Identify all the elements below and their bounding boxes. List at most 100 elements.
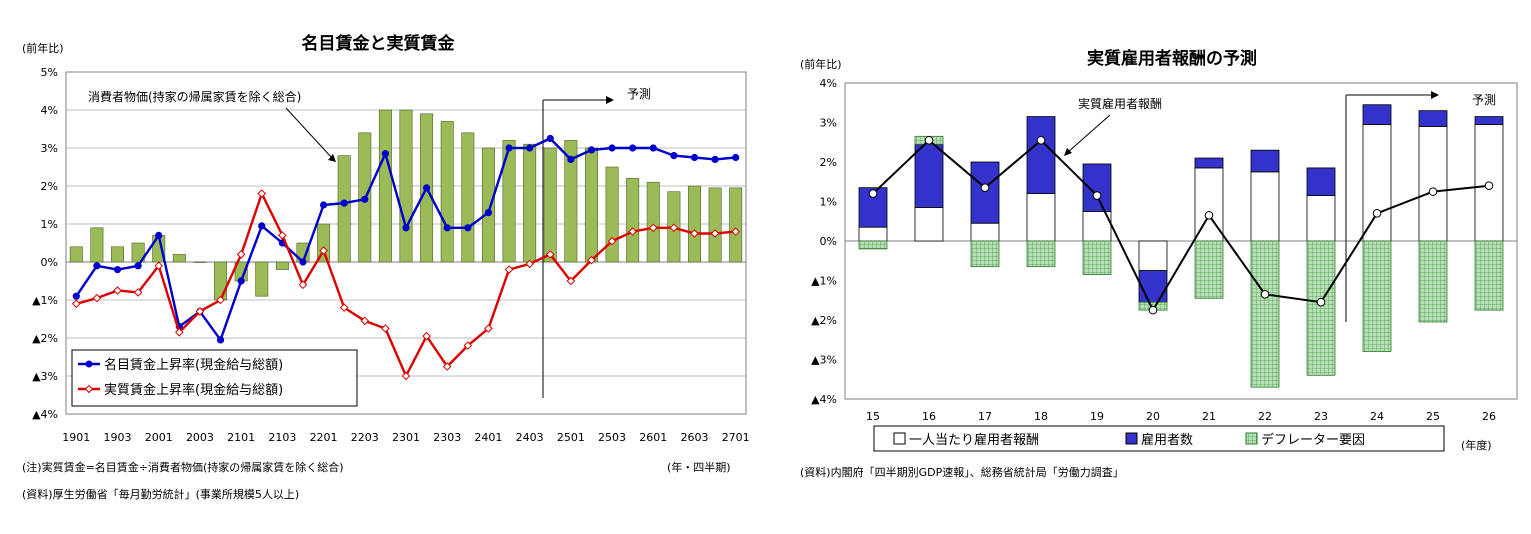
left-cpi-pointer bbox=[285, 107, 333, 159]
left-source: (資料)厚生労働省「毎月勤労統計」(事業所規模5人以上) bbox=[22, 487, 299, 501]
real-wage-point bbox=[319, 246, 328, 255]
right-y-tick-label: 2% bbox=[820, 156, 837, 169]
per-capita-bar bbox=[858, 226, 888, 242]
real-wage-point bbox=[71, 299, 81, 309]
right-legend-box bbox=[873, 425, 1445, 452]
cpi-bar bbox=[69, 246, 83, 263]
nominal-wage-point bbox=[711, 155, 719, 163]
right-y-tick-label: ▲3% bbox=[811, 354, 837, 367]
employees-bar bbox=[970, 161, 1000, 224]
left-x-tick-labels: 1901 1903 2001 2003 2101 2103 2201 2203 2301 2303… bbox=[62, 431, 749, 444]
legend-nominal-marker bbox=[85, 360, 93, 368]
real-compensation-point bbox=[924, 135, 934, 145]
right-line-pointer bbox=[1067, 114, 1111, 153]
nominal-wage-point bbox=[690, 153, 699, 162]
real-wage-point bbox=[484, 324, 493, 333]
nominal-wage-point bbox=[402, 224, 410, 232]
real-compensation-point bbox=[1316, 297, 1326, 307]
right-line-pointer-head bbox=[1064, 148, 1072, 156]
right-y-tick-label: ▲4% bbox=[811, 393, 837, 406]
right-x-tick-label: 15 bbox=[866, 410, 880, 423]
cpi-bar bbox=[502, 140, 516, 263]
left-x-unit: (年・四半期) bbox=[667, 460, 731, 474]
right-y-tick-label: ▲1% bbox=[811, 275, 837, 288]
real-compensation-point bbox=[1260, 290, 1270, 299]
left-y-tick-label: ▲1% bbox=[32, 294, 58, 307]
deflator-bar bbox=[1362, 240, 1392, 352]
nominal-wage-point bbox=[423, 184, 431, 192]
right-real-compensation-line bbox=[868, 135, 1494, 315]
nominal-wage-point bbox=[670, 152, 678, 160]
left-y-tick-labels: 5% 4% 3% 2% 1% 0% ▲1% ▲2% ▲3% ▲4% bbox=[32, 66, 58, 421]
real-wage-point bbox=[298, 280, 308, 290]
left-x-tick-label: 2501 bbox=[557, 431, 585, 444]
cpi-bar bbox=[255, 261, 269, 297]
right-legend: 一人当たり雇用者報酬 雇用者数 デフレーター要因 bbox=[873, 425, 1445, 452]
left-x-tick-label: 2201 bbox=[310, 431, 338, 444]
left-forecast-label: 予測 bbox=[627, 87, 651, 101]
cpi-bar bbox=[605, 166, 619, 263]
right-x-tick-label: 20 bbox=[1146, 410, 1160, 423]
real-wage-point bbox=[236, 250, 246, 259]
right-x-unit: (年度) bbox=[1461, 438, 1492, 452]
right-source: (資料)内閣府「四半期別GDP速報」、総務省統計局「労働力調査」 bbox=[800, 465, 1124, 479]
left-cpi-pointer-head bbox=[328, 154, 336, 162]
per-capita-bar bbox=[914, 207, 944, 242]
left-cpi-annotation: 消費者物価(持家の帰属家賃を除く総合) bbox=[88, 89, 301, 104]
legend-deflator-label: デフレーター要因 bbox=[1261, 432, 1365, 448]
left-note: (注)実質賃金=名目賃金÷消費者物価(持家の帰属家賃を除く総合) bbox=[22, 460, 344, 474]
nominal-wage-point bbox=[93, 262, 101, 270]
nominal-wage-point bbox=[134, 262, 142, 270]
cpi-bar bbox=[317, 223, 331, 263]
right-x-tick-label: 23 bbox=[1314, 410, 1328, 423]
right-y-tick-labels: 4% 3% 2% 1% 0% ▲1% ▲2% ▲3% ▲4% bbox=[811, 77, 837, 406]
right-x-tick-label: 19 bbox=[1090, 410, 1104, 423]
deflator-bar bbox=[1474, 240, 1504, 311]
real-wage-point bbox=[710, 229, 720, 238]
deflator-bar bbox=[1418, 240, 1448, 323]
per-capita-bar bbox=[1138, 240, 1168, 272]
nominal-wage-point bbox=[567, 155, 575, 163]
cpi-bar bbox=[90, 227, 104, 263]
cpi-bar bbox=[543, 147, 557, 263]
deflator-bar bbox=[1306, 240, 1336, 376]
deflator-bar bbox=[858, 240, 888, 250]
right-x-tick-label: 21 bbox=[1202, 410, 1216, 423]
cpi-bar bbox=[708, 187, 722, 263]
left-x-tick-label: 2103 bbox=[268, 431, 296, 444]
nominal-wage-point bbox=[546, 134, 554, 143]
nominal-wage-point bbox=[732, 153, 740, 162]
left-y-tick-label: 3% bbox=[41, 142, 58, 155]
per-capita-bar bbox=[1362, 124, 1392, 242]
real-wage-point bbox=[422, 331, 431, 341]
nominal-wage-point bbox=[526, 144, 534, 152]
left-x-tick-label: 2603 bbox=[680, 431, 708, 444]
legend-employees-swatch bbox=[1125, 432, 1138, 445]
real-wage-point bbox=[278, 231, 287, 240]
left-chart: 名目賃金と実質賃金 (前年比) 5% 4% 3% 2% 1% 0% ▲1% ▲2% ▲3% ▲4%… bbox=[22, 33, 750, 501]
left-y-tick-label: ▲2% bbox=[32, 332, 58, 345]
legend-nominal-label: 名目賃金上昇率(現金給与総額) bbox=[104, 357, 283, 373]
left-x-tick-label: 1901 bbox=[62, 431, 90, 444]
right-y-tick-label: 4% bbox=[820, 77, 837, 90]
real-compensation-point bbox=[1204, 211, 1214, 220]
left-y-tick-label: 4% bbox=[41, 104, 58, 117]
legend-employees-label: 雇用者数 bbox=[1141, 432, 1193, 448]
real-wage-point bbox=[175, 327, 184, 337]
left-x-tick-label: 2301 bbox=[392, 431, 420, 444]
left-x-tick-label: 2003 bbox=[186, 431, 214, 444]
per-capita-bar bbox=[1306, 195, 1336, 242]
deflator-bar bbox=[1250, 240, 1280, 388]
nominal-wage-point bbox=[629, 144, 637, 152]
right-forecast-label: 予測 bbox=[1472, 93, 1496, 107]
legend-real-marker bbox=[84, 384, 94, 394]
real-wage-point bbox=[339, 303, 349, 312]
employees-bar bbox=[1418, 110, 1448, 127]
cpi-bar bbox=[111, 246, 124, 263]
right-chart: 実質雇用者報酬の予測 (前年比) 4%3%2%1%0%▲1%▲2%▲3%▲4% … bbox=[800, 48, 1518, 479]
cpi-bar bbox=[337, 155, 351, 263]
cpi-bar bbox=[481, 147, 495, 263]
right-y-tick-label: 3% bbox=[820, 117, 837, 130]
nominal-wage-point bbox=[258, 222, 266, 230]
employees-bar bbox=[1138, 270, 1168, 303]
